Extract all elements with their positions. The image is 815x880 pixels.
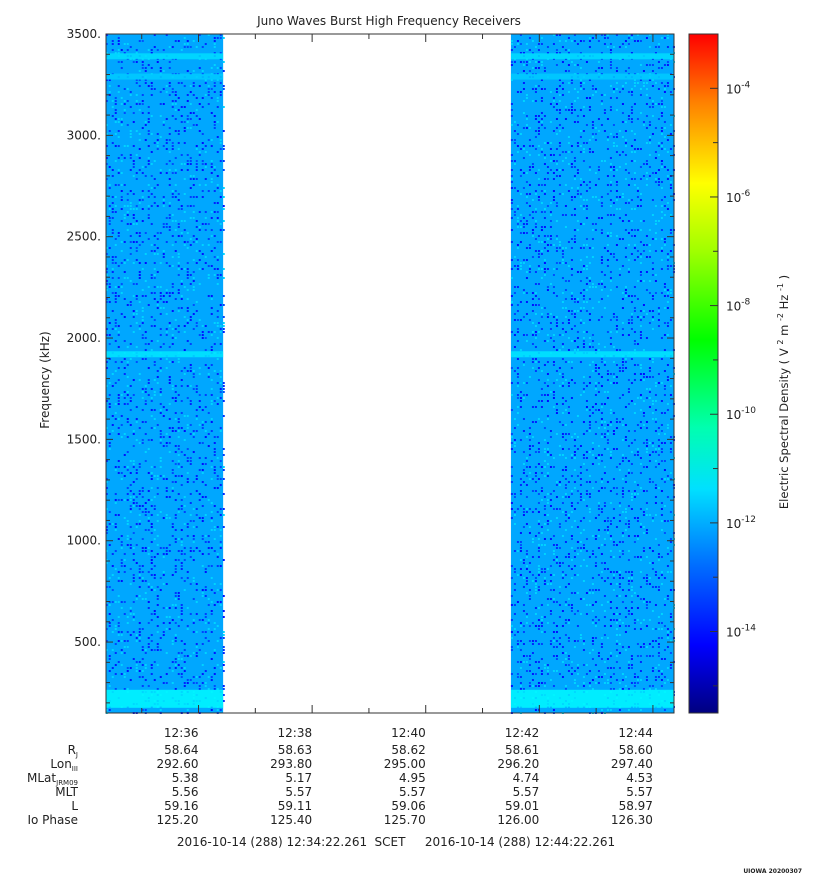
ephemeris-row-label: MLatJRM09 bbox=[27, 771, 78, 787]
ephemeris-value: 292.60 bbox=[157, 757, 199, 771]
time-span-end: 2016-10-14 (288) 12:44:22.261 bbox=[425, 835, 615, 849]
emission-line bbox=[105, 351, 224, 358]
colorbar-label-name: Electric Spectral Density bbox=[777, 368, 791, 509]
y-tick-label: 3000. bbox=[67, 128, 101, 142]
y-tick-label: 500. bbox=[74, 635, 101, 649]
y-tick-label: 1500. bbox=[67, 432, 101, 446]
y-tick-label: 2500. bbox=[67, 230, 101, 244]
ephemeris-value: 5.38 bbox=[172, 771, 199, 785]
ephemeris-value: 5.57 bbox=[626, 785, 653, 799]
x-tick-label: 12:40 bbox=[391, 726, 426, 740]
emission-line bbox=[105, 53, 224, 60]
ephemeris-value: 126.30 bbox=[611, 813, 653, 827]
y-axis-label: Frequency (kHz) bbox=[38, 331, 52, 428]
ephemeris-value: 5.57 bbox=[513, 785, 540, 799]
colorbar-tick-label: 10-4 bbox=[726, 80, 751, 96]
ephemeris-value: 125.70 bbox=[384, 813, 426, 827]
emission-line bbox=[510, 73, 674, 80]
ephemeris-value: 5.57 bbox=[285, 785, 312, 799]
ephemeris-row-label: MLT bbox=[55, 785, 78, 799]
plot-frame bbox=[105, 33, 675, 714]
emission-line bbox=[105, 73, 224, 80]
colorbar-label: Electric Spectral Density ( V 2 m -2 Hz … bbox=[772, 275, 791, 509]
ephemeris-value: 58.60 bbox=[619, 743, 653, 757]
ephemeris-value: 59.01 bbox=[505, 799, 539, 813]
x-axis-ticks: 12:36 12:38 12:40 12:42 12:44 bbox=[141, 34, 654, 740]
ephemeris-value: 59.16 bbox=[164, 799, 198, 813]
colorbar-tick-label: 10-8 bbox=[726, 298, 751, 314]
ephemeris-row-label: Io Phase bbox=[27, 813, 78, 827]
ephemeris-value: 58.63 bbox=[278, 743, 312, 757]
ephemeris-row-label: L bbox=[71, 799, 78, 813]
colorbar-tick-label: 10-14 bbox=[726, 624, 756, 640]
emission-line bbox=[510, 351, 674, 358]
colorbar-unit-mid: m bbox=[777, 325, 791, 336]
emission-line bbox=[105, 689, 224, 708]
x-tick-label: 12:38 bbox=[278, 726, 313, 740]
segment-noise bbox=[510, 34, 675, 714]
spectrogram-segment bbox=[510, 34, 675, 714]
time-span-start: 2016-10-14 (288) 12:34:22.261 bbox=[177, 835, 367, 849]
spectrogram-segment bbox=[105, 34, 225, 714]
ephemeris-value: 5.57 bbox=[399, 785, 426, 799]
ephemeris-value: 126.00 bbox=[497, 813, 539, 827]
ephemeris-value: 125.40 bbox=[270, 813, 312, 827]
time-span-label: SCET bbox=[375, 835, 407, 849]
ephemeris-value: 293.80 bbox=[270, 757, 312, 771]
ephemeris-value: 59.06 bbox=[391, 799, 425, 813]
ephemeris-value: 4.95 bbox=[399, 771, 426, 785]
colorbar-unit-open: ( bbox=[777, 360, 791, 365]
ephemeris-value: 5.56 bbox=[172, 785, 199, 799]
ephemeris-value: 295.00 bbox=[384, 757, 426, 771]
ephemeris-value: 125.20 bbox=[157, 813, 199, 827]
ephemeris-row-label: RJ bbox=[68, 743, 78, 759]
ephemeris-value: 4.53 bbox=[626, 771, 653, 785]
y-tick-label: 1000. bbox=[67, 534, 101, 548]
colorbar-unit-base: V bbox=[777, 348, 791, 356]
x-tick-label: 12:36 bbox=[164, 726, 199, 740]
y-tick-label: 2000. bbox=[67, 331, 101, 345]
colorbar-unit-exp3: -1 bbox=[776, 283, 785, 291]
colorbar-unit-end: Hz bbox=[777, 295, 791, 310]
emission-line bbox=[510, 53, 674, 60]
ephemeris-value: 58.97 bbox=[619, 799, 653, 813]
ephemeris-value: 297.40 bbox=[611, 757, 653, 771]
colorbar-unit-exp1: 2 bbox=[776, 340, 785, 345]
ephemeris-row-label: LonIII bbox=[50, 757, 78, 773]
plot-area bbox=[105, 34, 675, 714]
x-tick-label: 12:44 bbox=[618, 726, 653, 740]
ephemeris-value: 4.74 bbox=[513, 771, 540, 785]
ephemeris-value: 296.20 bbox=[497, 757, 539, 771]
colorbar-ticks: 10-4 10-6 10-8 10-10 10-12 10-14 bbox=[710, 80, 756, 687]
colorbar-tick-label: 10-10 bbox=[726, 406, 756, 422]
y-tick-label: 3500. bbox=[67, 27, 101, 41]
colorbar bbox=[688, 33, 719, 714]
ephemeris-value: 59.11 bbox=[278, 799, 312, 813]
colorbar-tick-label: 10-6 bbox=[726, 189, 751, 205]
colorbar-tick-label: 10-12 bbox=[726, 515, 756, 531]
footer-stamp: UIOWA 20200307 bbox=[743, 868, 802, 875]
x-tick-label: 12:42 bbox=[505, 726, 540, 740]
y-axis-ticks: 500. 1000. 1500. 2000. 2500. 3000. 3500. bbox=[67, 27, 674, 704]
ephemeris-value: 58.61 bbox=[505, 743, 539, 757]
chart-title: Juno Waves Burst High Frequency Receiver… bbox=[256, 14, 521, 28]
ephemeris-value: 58.64 bbox=[164, 743, 198, 757]
colorbar-unit-exp2: -2 bbox=[776, 313, 785, 321]
ephemeris-table: RJ 58.64 58.63 58.62 58.61 58.60 LonIII 292.60 2… bbox=[27, 743, 653, 827]
colorbar-unit-close: ) bbox=[777, 275, 791, 280]
emission-line bbox=[510, 689, 674, 708]
ephemeris-value: 58.62 bbox=[391, 743, 425, 757]
segment-background bbox=[105, 34, 224, 713]
segment-background bbox=[510, 34, 674, 713]
ephemeris-value: 5.17 bbox=[285, 771, 312, 785]
